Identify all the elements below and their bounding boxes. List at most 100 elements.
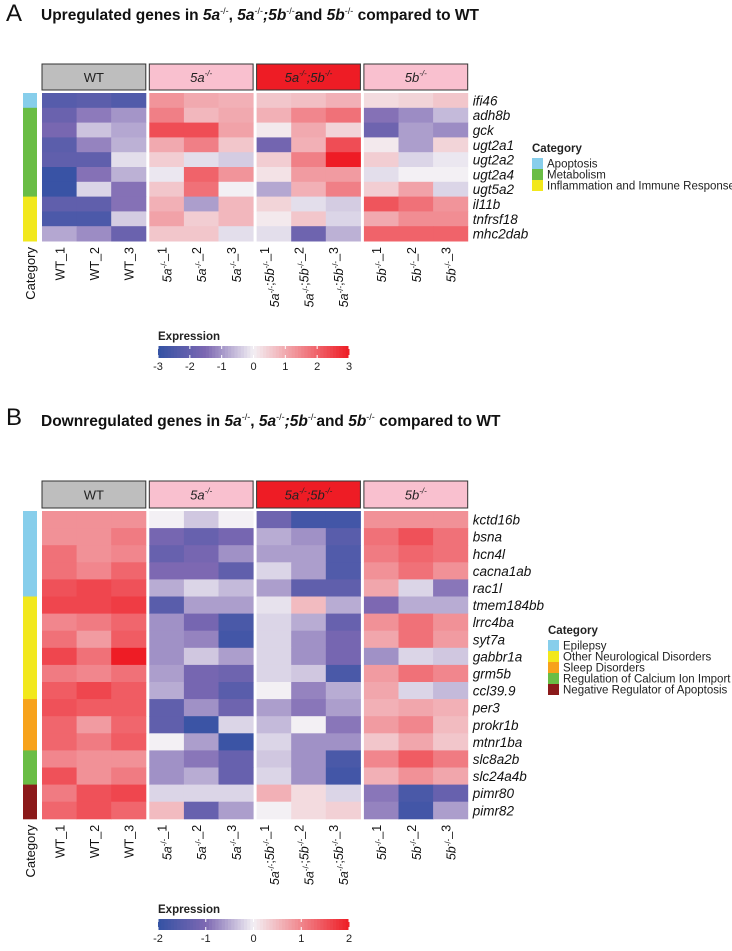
heatmap-cell (325, 528, 361, 546)
title-fragment: -/- (220, 6, 229, 16)
heatmap-cell (111, 226, 147, 242)
heatmap-cell (325, 545, 361, 563)
heatmap-cell (149, 167, 185, 183)
category-cell (23, 93, 37, 109)
heatmap-cell (42, 613, 78, 632)
heatmap-cell (76, 122, 112, 138)
heatmap-cell (433, 122, 469, 138)
heatmap-cell (76, 511, 112, 529)
heatmap-cell (42, 181, 78, 198)
colorbar-tick-label: 1 (298, 933, 304, 945)
heatmap-cell (398, 528, 434, 546)
heatmap-cell (76, 664, 112, 683)
title-fragment: 5b (326, 7, 345, 24)
heatmap-cell (111, 699, 147, 717)
row-label: ccl39.9 (473, 684, 516, 699)
heatmap-cell (398, 107, 434, 124)
row-label: mtnr1ba (473, 735, 523, 750)
colorbar-segment (266, 346, 270, 358)
colorbar-segment (250, 346, 254, 358)
column-label: 5a-/-_1 (156, 825, 175, 860)
heatmap-cell (183, 562, 219, 580)
heatmap-cell (433, 511, 469, 529)
heatmap-cell (149, 93, 185, 109)
heatmap-cell (218, 699, 254, 717)
column-label: 5a-/-;5b-/-_2 (293, 825, 317, 885)
category-cell (23, 211, 37, 227)
heatmap-cell (291, 226, 327, 242)
row-label: cacna1ab (473, 564, 532, 579)
colorbar-segment (231, 346, 235, 358)
colorbar-segment (342, 346, 347, 358)
colorbar-segment (193, 919, 197, 930)
heatmap-cell (218, 181, 254, 198)
heatmap-cell (291, 107, 327, 124)
heatmap-cell (433, 196, 469, 212)
heatmap-cell (149, 511, 185, 529)
colorbar-segment (326, 919, 331, 930)
title-fragment: -/- (286, 6, 295, 16)
heatmap-cell (183, 545, 219, 563)
colorbar-tick-label: 0 (250, 933, 256, 945)
heatmap-cell (325, 137, 361, 153)
title-fragment: ;5b (284, 413, 308, 430)
heatmap-cell (325, 152, 361, 168)
heatmap-cell (363, 716, 399, 734)
heatmap-cell (149, 613, 185, 632)
title-fragment: Upregulated genes in (41, 7, 203, 24)
colorbar-segment (282, 346, 286, 358)
heatmap-cell (325, 579, 361, 597)
colorbar-segment (247, 919, 251, 930)
heatmap-cell (42, 716, 78, 734)
heatmap-cell (149, 784, 185, 803)
heatmap-cell (183, 801, 219, 820)
heatmap-cell (42, 733, 78, 751)
colorbar-segment (228, 919, 232, 930)
heatmap-cell (325, 93, 361, 109)
colorbar-segment (253, 919, 258, 930)
title-fragment: 5a (237, 7, 255, 24)
heatmap-cell (433, 613, 469, 632)
colorbar-tick-label: -1 (201, 933, 211, 945)
heatmap-cell (398, 784, 434, 803)
heatmap-cell (256, 750, 292, 768)
heatmap-cell (149, 767, 185, 786)
heatmap-cell (433, 137, 469, 153)
category-cell (23, 630, 37, 649)
heatmap-cell (42, 767, 78, 786)
heatmap-cell (256, 93, 292, 109)
heatmap-cell (363, 801, 399, 820)
colorbar-segment (278, 346, 283, 358)
heatmap-cell (111, 664, 147, 683)
group-header-label: 5b-/- (405, 69, 427, 85)
colorbar-segment (317, 919, 321, 930)
heatmap-cell (363, 613, 399, 632)
row-label: ifi46 (473, 93, 498, 108)
column-label: 5b-/-_3 (439, 825, 458, 860)
colorbar-segment (215, 919, 219, 930)
colorbar-segment (193, 346, 197, 358)
colorbar-segment (237, 919, 242, 930)
heatmap-cell (325, 664, 361, 683)
group-header-label: 5a-/- (190, 487, 212, 503)
heatmap-cell (256, 122, 292, 138)
heatmap-cell (76, 562, 112, 580)
heatmap-cell (111, 181, 147, 198)
heatmap-cell (398, 579, 434, 597)
colorbar-segment (189, 346, 194, 358)
heatmap-cell (433, 211, 469, 227)
colorbar-segment (304, 346, 309, 358)
group-header-label: WT (84, 70, 104, 85)
category-cell (23, 579, 37, 597)
column-label: 5b-/-_2 (405, 825, 424, 860)
category-cell (23, 767, 37, 786)
heatmap-cell (433, 579, 469, 597)
legend-label: Regulation of Calcium Ion Import (563, 674, 731, 686)
colorbar-tick-label: -3 (153, 361, 163, 373)
heatmap-cell (398, 137, 434, 153)
colorbar-segment (205, 919, 210, 930)
heatmap-cell (363, 733, 399, 751)
heatmap-cell (325, 630, 361, 649)
colorbar-segment (291, 919, 296, 930)
colorbar-segment (186, 346, 191, 358)
